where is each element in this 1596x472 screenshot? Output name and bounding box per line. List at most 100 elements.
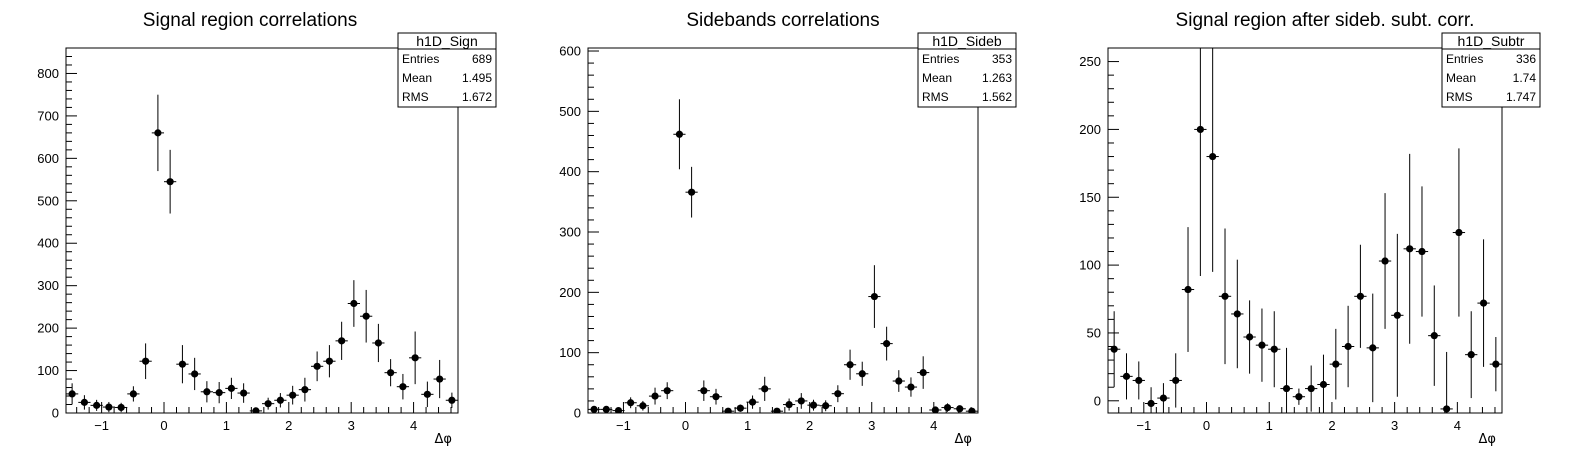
data-point <box>1218 228 1232 365</box>
stats-box: h1D_Sideb Entries 353 Mean 1.263 RMS 1.562 <box>917 32 1017 108</box>
stats-box-frame <box>917 32 1017 108</box>
marker <box>1443 405 1451 413</box>
marker <box>675 130 684 138</box>
x-tick-label: 4 <box>930 418 937 433</box>
marker <box>590 405 598 413</box>
data-point <box>1181 227 1195 352</box>
y-tick-label: 100 <box>559 345 581 360</box>
marker <box>227 384 235 392</box>
marker <box>1147 399 1155 408</box>
data-points <box>588 99 978 413</box>
data-point <box>612 406 625 413</box>
stats-box-title: h1D_Sideb <box>932 33 1001 49</box>
data-point <box>661 382 674 400</box>
stats-box-frame <box>1441 32 1541 108</box>
data-point <box>722 407 735 413</box>
marker <box>240 389 248 397</box>
marker <box>411 354 419 362</box>
y-tick-label: 400 <box>37 236 59 251</box>
data-point <box>856 361 869 386</box>
data-point <box>697 380 710 401</box>
data-point <box>1194 48 1207 276</box>
data-point <box>445 392 458 408</box>
x-tick-label: 4 <box>1454 418 1461 433</box>
data-point <box>880 326 893 361</box>
data-point <box>1341 305 1355 388</box>
marker <box>338 337 346 345</box>
marker <box>191 370 199 378</box>
marker <box>919 368 927 377</box>
data-point <box>624 397 637 409</box>
data-point <box>831 385 844 403</box>
data-point <box>262 397 275 410</box>
data-point <box>965 407 978 413</box>
marker <box>663 387 671 395</box>
marker <box>1196 125 1204 134</box>
stats-box-title: h1D_Sign <box>416 33 478 49</box>
data-point <box>310 351 324 382</box>
marker <box>325 357 334 365</box>
marker <box>748 398 757 406</box>
marker <box>627 399 635 407</box>
marker <box>1418 247 1426 256</box>
data-point <box>1477 239 1490 367</box>
marker <box>1221 292 1229 300</box>
marker <box>1467 351 1475 359</box>
plot-frame <box>1107 47 1503 414</box>
data-point <box>1465 311 1478 399</box>
sidebands-chart: Sidebands correlations 0 100 200 300 400 500 60… <box>559 10 1017 447</box>
y-tick-label: 100 <box>37 363 59 378</box>
signal-region-panel: Signal region correlations 0 100 200 300 400 5… <box>0 0 532 472</box>
marker <box>736 404 744 412</box>
data-point <box>1157 383 1170 413</box>
data-point <box>1206 48 1219 272</box>
data-point <box>360 289 373 343</box>
y-tick-label: 100 <box>1079 258 1101 273</box>
data-point <box>115 402 128 413</box>
marker <box>773 407 781 413</box>
marker <box>1307 384 1315 393</box>
data-point <box>1378 193 1392 329</box>
data-point <box>139 343 152 380</box>
data-point <box>249 407 263 413</box>
stats-value: 1.562 <box>982 90 1012 104</box>
chart-title: Signal region correlations <box>143 10 357 31</box>
data-point <box>1415 186 1429 317</box>
marker <box>846 361 854 369</box>
x-axis-label: Δφ <box>435 432 452 447</box>
data-point <box>1403 153 1416 344</box>
marker <box>142 357 150 365</box>
marker <box>1159 394 1168 402</box>
marker <box>687 188 696 196</box>
marker <box>895 377 903 385</box>
data-point <box>746 395 759 409</box>
marker <box>105 403 113 411</box>
stats-label: Entries <box>402 52 439 66</box>
marker <box>809 401 818 409</box>
data-point <box>1452 148 1466 317</box>
data-point <box>335 321 348 360</box>
data-point <box>1169 353 1182 408</box>
stats-box-title: h1D_Subtr <box>1458 33 1525 49</box>
data-point <box>127 386 140 402</box>
marker <box>651 392 659 400</box>
data-point <box>807 399 820 411</box>
data-point <box>673 99 686 170</box>
marker <box>374 339 382 347</box>
marker <box>362 312 370 320</box>
marker <box>1369 344 1377 352</box>
marker <box>1172 376 1180 385</box>
data-point <box>1366 293 1379 403</box>
stats-value: 689 <box>472 52 492 66</box>
data-point <box>151 94 165 172</box>
data-point <box>1428 285 1441 386</box>
data-point <box>1489 337 1502 392</box>
data-point <box>323 345 336 378</box>
data-point <box>892 370 905 392</box>
sidebands-panel: Sidebands correlations 0 100 200 300 400 500 60… <box>532 0 1064 472</box>
marker <box>1393 311 1401 319</box>
marker <box>834 390 842 398</box>
stats-value: 1.672 <box>462 90 492 104</box>
y-tick-label: 500 <box>37 193 59 208</box>
marker <box>1209 152 1217 161</box>
